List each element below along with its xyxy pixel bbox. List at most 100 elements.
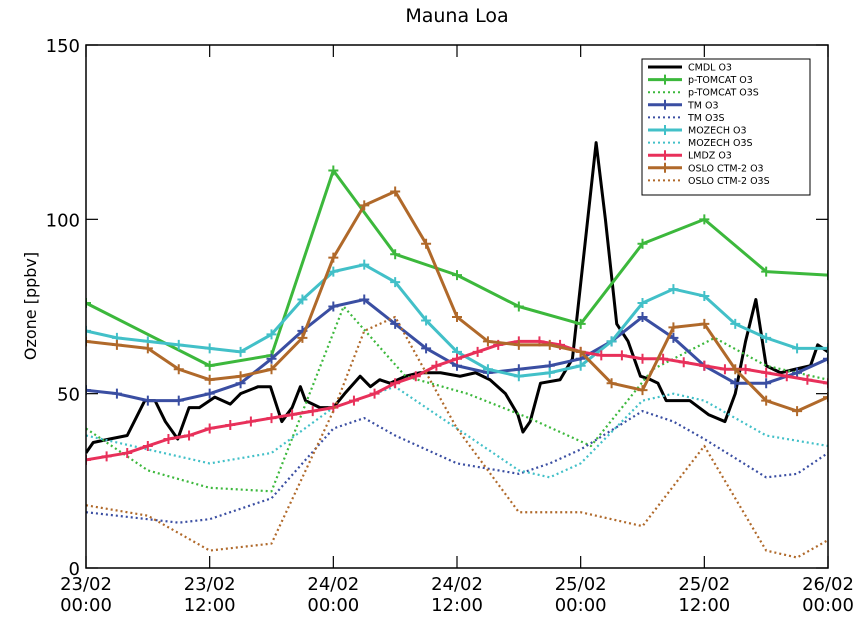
marker	[359, 294, 370, 305]
marker	[637, 311, 648, 322]
marker	[184, 430, 195, 441]
marker	[699, 360, 710, 371]
y-tick-label: 150	[46, 36, 80, 57]
marker	[699, 291, 710, 302]
marker	[86, 336, 91, 347]
x-tick-label: 12:00	[184, 595, 236, 616]
marker	[792, 406, 803, 417]
marker	[173, 364, 184, 375]
series-line	[86, 315, 828, 559]
marker	[225, 420, 236, 431]
marker	[245, 416, 256, 427]
marker	[823, 392, 828, 403]
x-tick-label: 12:00	[678, 595, 730, 616]
marker	[369, 388, 380, 399]
legend-label: LMDZ O3	[688, 151, 732, 162]
marker	[421, 238, 432, 249]
marker	[86, 298, 91, 309]
marker	[660, 74, 670, 85]
marker	[660, 125, 670, 135]
marker	[513, 339, 524, 350]
x-tick-label: 24/02	[307, 574, 359, 595]
y-tick-label: 100	[46, 210, 80, 231]
legend-label: MOZECH O3	[688, 126, 747, 137]
marker	[111, 388, 122, 399]
marker	[668, 332, 679, 343]
marker	[390, 186, 401, 197]
marker	[111, 339, 122, 350]
marker	[730, 318, 741, 329]
marker	[390, 249, 401, 260]
marker	[637, 353, 648, 364]
marker	[678, 357, 689, 368]
marker	[660, 99, 670, 110]
marker	[740, 364, 751, 375]
marker	[792, 343, 803, 354]
marker	[421, 343, 432, 354]
marker	[142, 343, 153, 354]
marker	[513, 371, 524, 382]
marker	[431, 360, 442, 371]
legend-label: p-TOMCAT O3	[688, 75, 753, 86]
marker	[802, 374, 813, 385]
x-tick-label: 00:00	[802, 595, 854, 616]
marker	[730, 364, 741, 375]
marker	[421, 315, 432, 326]
plot-lines	[86, 141, 828, 559]
marker	[142, 395, 153, 406]
marker	[122, 447, 133, 458]
marker	[575, 360, 586, 371]
legend-label: OSLO CTM-2 O3S	[688, 176, 770, 187]
marker	[761, 395, 772, 406]
marker	[452, 311, 462, 322]
marker	[596, 350, 607, 361]
legend-label: TM O3S	[687, 113, 725, 124]
marker	[266, 353, 277, 364]
marker	[575, 318, 586, 329]
marker	[266, 364, 277, 375]
x-tick-label: 12:00	[431, 595, 483, 616]
marker	[173, 339, 184, 350]
marker	[86, 454, 91, 465]
marker	[328, 252, 339, 263]
x-tick-label: 24/02	[431, 574, 483, 595]
y-tick-label: 50	[57, 385, 80, 406]
series-line	[86, 169, 828, 368]
series-line	[86, 305, 828, 493]
marker	[823, 343, 828, 354]
legend-label: p-TOMCAT O3S	[688, 88, 759, 99]
marker	[606, 336, 617, 347]
marker	[472, 346, 483, 357]
marker	[204, 423, 215, 434]
x-tick-label: 23/02	[60, 574, 112, 595]
marker	[328, 165, 339, 176]
plot-frame	[85, 44, 829, 569]
marker	[781, 371, 792, 382]
marker	[668, 322, 679, 333]
marker	[297, 294, 308, 305]
marker	[660, 162, 670, 173]
marker	[637, 298, 648, 309]
marker	[328, 301, 339, 312]
marker	[575, 346, 586, 357]
marker	[359, 259, 370, 270]
marker	[660, 150, 670, 161]
marker	[204, 343, 215, 354]
marker	[266, 329, 277, 340]
marker	[761, 367, 772, 378]
marker	[730, 378, 741, 389]
marker	[390, 378, 401, 389]
marker	[823, 378, 828, 389]
marker	[606, 378, 617, 389]
marker	[823, 353, 828, 364]
marker	[328, 402, 339, 413]
marker	[390, 277, 401, 288]
legend-box	[641, 58, 811, 196]
x-tick-label: 00:00	[555, 595, 607, 616]
marker	[297, 332, 308, 343]
series-line	[86, 385, 828, 479]
marker	[86, 385, 91, 396]
x-tick-label: 25/02	[555, 574, 607, 595]
chart-title: Mauna Loa	[405, 5, 508, 27]
